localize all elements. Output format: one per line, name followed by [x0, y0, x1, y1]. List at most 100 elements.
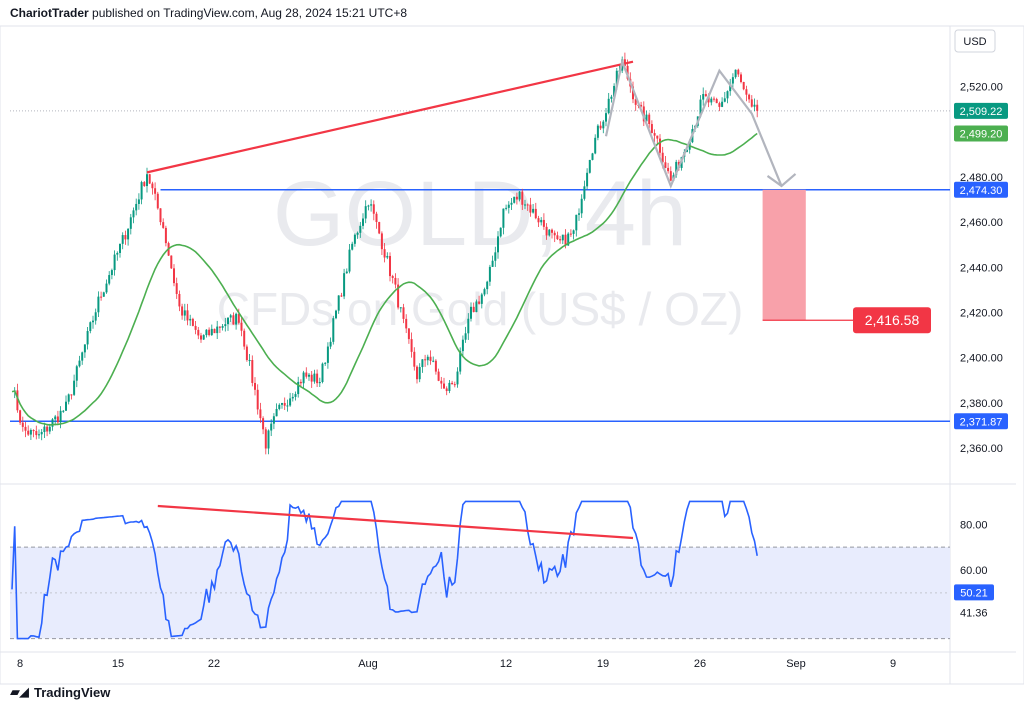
- candle-body: [380, 233, 383, 250]
- candle-body: [132, 210, 135, 218]
- candle-body: [502, 208, 505, 228]
- candle-body: [753, 104, 756, 107]
- candle-body: [626, 65, 629, 79]
- candle-body: [289, 398, 292, 406]
- candle-body: [127, 228, 130, 240]
- price-tick-label: 2,360.00: [960, 443, 1003, 455]
- candle-body: [718, 103, 721, 107]
- candle-body: [378, 222, 381, 234]
- candle-body: [602, 121, 605, 129]
- time-tick-label: 9: [890, 658, 896, 670]
- candle-body: [426, 356, 429, 361]
- candle-body: [235, 313, 238, 325]
- watermark-symbol: GOLD, 4h: [273, 163, 687, 265]
- candle-body: [407, 328, 410, 340]
- candle-body: [251, 360, 254, 383]
- chart-frame: [0, 25, 1024, 685]
- publication-header: ChariotTrader published on TradingView.c…: [10, 6, 407, 20]
- time-tick-label: 19: [597, 658, 609, 670]
- candle-body: [418, 367, 421, 380]
- candle-body: [24, 426, 27, 431]
- price-tick-label: 2,420.00: [960, 308, 1003, 320]
- candle-body: [645, 114, 648, 122]
- candle-body: [731, 77, 734, 84]
- candle-body: [170, 255, 173, 269]
- candle-body: [551, 229, 553, 233]
- candle-body: [424, 359, 427, 361]
- candle-body: [729, 83, 732, 92]
- candle-body: [416, 366, 418, 380]
- publisher-name[interactable]: ChariotTrader: [10, 6, 89, 20]
- candle-body: [324, 362, 327, 364]
- candle-body: [29, 429, 32, 435]
- candle-body: [183, 310, 186, 316]
- candle-body: [267, 430, 270, 449]
- candle-body: [650, 124, 653, 134]
- price-tick-label: 2,520.00: [960, 82, 1003, 94]
- candle-body: [310, 374, 313, 382]
- candle-body: [575, 214, 578, 231]
- candle-body: [83, 344, 86, 353]
- candle-body: [164, 227, 167, 244]
- candle-body: [135, 203, 138, 211]
- candle-body: [137, 199, 140, 204]
- price-tick-label: 2,400.00: [960, 353, 1003, 365]
- candle-body: [397, 284, 400, 308]
- candle-body: [305, 372, 308, 377]
- candle-body: [675, 161, 678, 176]
- candle-body: [475, 301, 478, 313]
- publication-info: published on TradingView.com, Aug 28, 20…: [88, 6, 408, 20]
- candle-body: [218, 326, 221, 328]
- candle-body: [669, 171, 672, 181]
- candle-body: [202, 335, 205, 340]
- price-tag-label: 2,509.22: [960, 106, 1003, 118]
- rsi-tick-label: 80.00: [960, 519, 988, 531]
- rsi-value-label: 50.21: [960, 587, 988, 599]
- candle-body: [580, 198, 583, 214]
- time-tick-label: 26: [694, 658, 706, 670]
- candle-body: [299, 381, 302, 384]
- candle-body: [715, 99, 718, 104]
- candle-body: [653, 133, 656, 136]
- candle-body: [162, 222, 165, 228]
- candle-body: [394, 277, 397, 285]
- price-trendline: [146, 60, 634, 174]
- candle-body: [286, 405, 289, 407]
- candle-body: [534, 208, 537, 219]
- candle-body: [748, 94, 751, 100]
- candle-body: [156, 193, 159, 209]
- price-tag-label: 2,371.87: [960, 416, 1003, 428]
- candle-body: [143, 182, 146, 187]
- candle-body: [556, 235, 559, 240]
- candle-body: [19, 410, 22, 423]
- candle-body: [704, 94, 707, 97]
- candle-body: [529, 204, 532, 213]
- candle-body: [569, 233, 572, 235]
- candle-body: [173, 268, 175, 284]
- candle-body: [553, 232, 556, 236]
- candle-body: [518, 191, 521, 200]
- rsi-divergence-line: [157, 504, 634, 540]
- time-tick-label: 22: [208, 658, 220, 670]
- price-tag: [954, 181, 1008, 198]
- candle-body: [461, 339, 464, 352]
- candle-body: [634, 99, 637, 105]
- candle-body: [564, 234, 567, 246]
- candle-body: [353, 234, 356, 244]
- candle-body: [486, 281, 489, 290]
- candle-body: [399, 307, 402, 309]
- candle-body: [632, 86, 634, 100]
- candle-body: [356, 232, 359, 235]
- candle-body: [275, 408, 278, 417]
- candle-body: [413, 351, 416, 367]
- tradingview-footer[interactable]: ▰◢ TradingView: [10, 684, 110, 700]
- candle-body: [453, 384, 456, 386]
- candle-body: [232, 315, 235, 325]
- candle-body: [151, 183, 154, 189]
- price-tag: [954, 102, 1008, 119]
- candle-body: [542, 219, 545, 227]
- price-tag: [954, 413, 1008, 430]
- rsi-secondary-label: 41.36: [960, 608, 988, 620]
- candle-body: [92, 320, 94, 323]
